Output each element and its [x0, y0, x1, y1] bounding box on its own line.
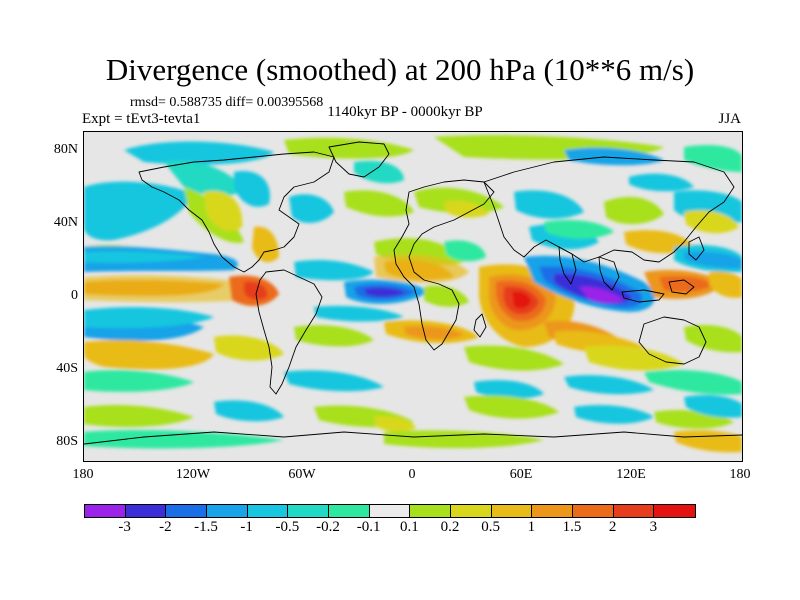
rmsd-stats: rmsd= 0.588735 diff= 0.00395568: [130, 95, 324, 110]
colorbar-swatch-9: [450, 505, 492, 517]
colorbar-swatch-2: [166, 505, 207, 517]
colorbar-swatch-0: [85, 505, 126, 517]
x-tick-120e: 120E: [616, 467, 646, 482]
divergence-field: [84, 135, 742, 453]
y-tick-80n: 80N: [53, 142, 78, 157]
colorbar-label: -3: [118, 519, 131, 535]
colorbar-label: 1.5: [562, 519, 582, 535]
colorbar-swatch-4: [247, 505, 289, 517]
colorbar-swatch-7: [369, 505, 411, 517]
colorbar-swatch-5: [288, 505, 329, 517]
colorbar-label: 2: [608, 519, 617, 535]
colorbar-label: -0.2: [316, 519, 340, 535]
colorbar-swatch-6: [328, 505, 370, 517]
experiment-label: Expt = tEvt3-tevta1: [82, 111, 201, 127]
colorbar-swatch-10: [491, 505, 533, 517]
colorbar-label: -0.5: [275, 519, 300, 535]
colorbar-label: -1: [240, 519, 253, 535]
plot-title: Divergence (smoothed) at 200 hPa (10**6 …: [105, 52, 695, 87]
x-tick-120w: 120W: [175, 467, 211, 482]
colorbar-swatch-8: [410, 505, 451, 517]
season-label: JJA: [718, 111, 741, 127]
colorbar-label: 1: [527, 519, 536, 535]
colorbar-label: 0.5: [481, 519, 501, 535]
colorbar-label: -1.5: [194, 519, 218, 535]
colorbar-swatch-3: [206, 505, 248, 517]
colorbar-label: 0.2: [440, 519, 460, 535]
colorbar: [84, 504, 696, 518]
x-tick-60w: 60W: [288, 467, 316, 482]
period-label: 1140kyr BP - 0000kyr BP: [327, 104, 483, 120]
divergence-map: [83, 131, 743, 462]
y-tick-40s: 40S: [56, 361, 78, 376]
colorbar-swatch-12: [572, 505, 614, 517]
colorbar-label: -0.1: [356, 519, 381, 535]
y-tick-40n: 40N: [53, 215, 78, 230]
colorbar-label: 0.1: [399, 519, 419, 535]
colorbar-swatch-13: [613, 505, 655, 517]
colorbar-label: 3: [649, 519, 658, 535]
x-tick-60e: 60E: [509, 467, 533, 482]
colorbar-label: -2: [159, 519, 172, 535]
x-tick-180w: 180: [72, 467, 94, 482]
colorbar-swatch-14: [654, 505, 695, 517]
y-tick-eq: 0: [71, 288, 78, 303]
x-tick-0: 0: [408, 467, 416, 482]
y-tick-80s: 80S: [56, 434, 78, 449]
x-tick-180e: 180: [729, 467, 751, 482]
colorbar-swatch-11: [532, 505, 573, 517]
colorbar-swatch-1: [125, 505, 167, 517]
